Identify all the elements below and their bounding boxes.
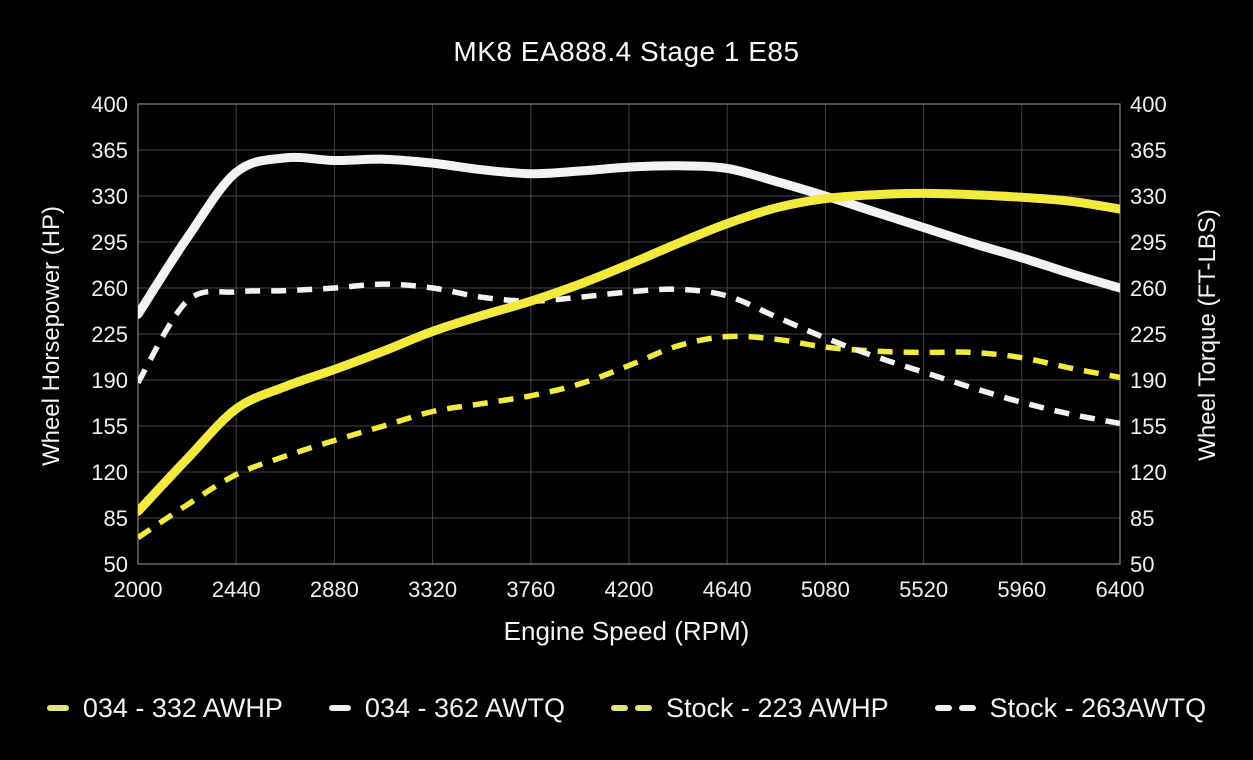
svg-text:5080: 5080: [801, 577, 850, 602]
tick-labels: 400 400 365 365 330 330 295 295 260 260 225 225 190 1…: [91, 92, 1166, 602]
plot-border: [137, 103, 1121, 565]
curve-stock-torque: [138, 281, 1120, 427]
svg-text:3320: 3320: [408, 577, 457, 602]
legend-label: 034 - 332 AWHP: [82, 692, 283, 723]
svg-text:225: 225: [1130, 322, 1167, 347]
svg-text:225: 225: [91, 322, 128, 347]
legend: 034 - 332 AWHP 034 - 362 AWTQ Stock - 22…: [0, 686, 1253, 730]
svg-text:365: 365: [1130, 138, 1167, 163]
svg-text:190: 190: [1130, 368, 1167, 393]
curve-tuned-horsepower: [138, 188, 1120, 516]
svg-text:5520: 5520: [899, 577, 948, 602]
svg-text:3760: 3760: [506, 577, 555, 602]
svg-text:2000: 2000: [114, 577, 163, 602]
legend-label: 034 - 362 AWTQ: [364, 692, 566, 723]
svg-text:5960: 5960: [997, 577, 1046, 602]
dashed-line-dash-icon: [611, 705, 653, 711]
chart-title: MK8 EA888.4 Stage 1 E85: [453, 36, 800, 67]
svg-text:365: 365: [91, 138, 128, 163]
svg-text:155: 155: [91, 414, 128, 439]
svg-text:330: 330: [1130, 184, 1167, 209]
svg-text:260: 260: [91, 276, 128, 301]
svg-text:260: 260: [1130, 276, 1167, 301]
curves: [138, 152, 1120, 540]
svg-text:85: 85: [104, 506, 128, 531]
svg-text:6400: 6400: [1096, 577, 1145, 602]
svg-text:4640: 4640: [703, 577, 752, 602]
svg-text:155: 155: [1130, 414, 1167, 439]
svg-text:4200: 4200: [605, 577, 654, 602]
legend-item-tuned-hp: 034 - 332 AWHP: [46, 692, 283, 724]
svg-text:190: 190: [91, 368, 128, 393]
svg-text:120: 120: [91, 460, 128, 485]
svg-text:400: 400: [91, 92, 128, 117]
x-axis-title: Engine Speed (RPM): [503, 616, 750, 646]
legend-label: Stock - 223 AWHP: [666, 692, 889, 723]
legend-item-tuned-tq: 034 - 362 AWTQ: [328, 692, 566, 724]
svg-text:330: 330: [91, 184, 128, 209]
svg-text:400: 400: [1130, 92, 1167, 117]
legend-item-stock-tq: Stock - 263AWTQ: [934, 692, 1207, 724]
svg-text:50: 50: [1130, 552, 1154, 577]
curve-tuned-torque: [138, 152, 1120, 319]
legend-item-stock-hp: Stock - 223 AWHP: [611, 693, 889, 724]
svg-text:2440: 2440: [212, 577, 261, 602]
svg-text:85: 85: [1130, 506, 1154, 531]
dashed-line-dash-icon: [934, 705, 976, 711]
solid-line-dash-icon: [328, 705, 351, 711]
solid-line-dash-icon: [46, 705, 69, 711]
svg-text:120: 120: [1130, 460, 1167, 485]
curve-stock-horsepower: [138, 333, 1120, 540]
gridlines: [137, 103, 1121, 565]
svg-text:50: 50: [104, 552, 128, 577]
legend-label: Stock - 263AWTQ: [989, 692, 1207, 723]
svg-text:2880: 2880: [310, 577, 359, 602]
svg-text:295: 295: [91, 230, 128, 255]
svg-text:295: 295: [1130, 230, 1167, 255]
